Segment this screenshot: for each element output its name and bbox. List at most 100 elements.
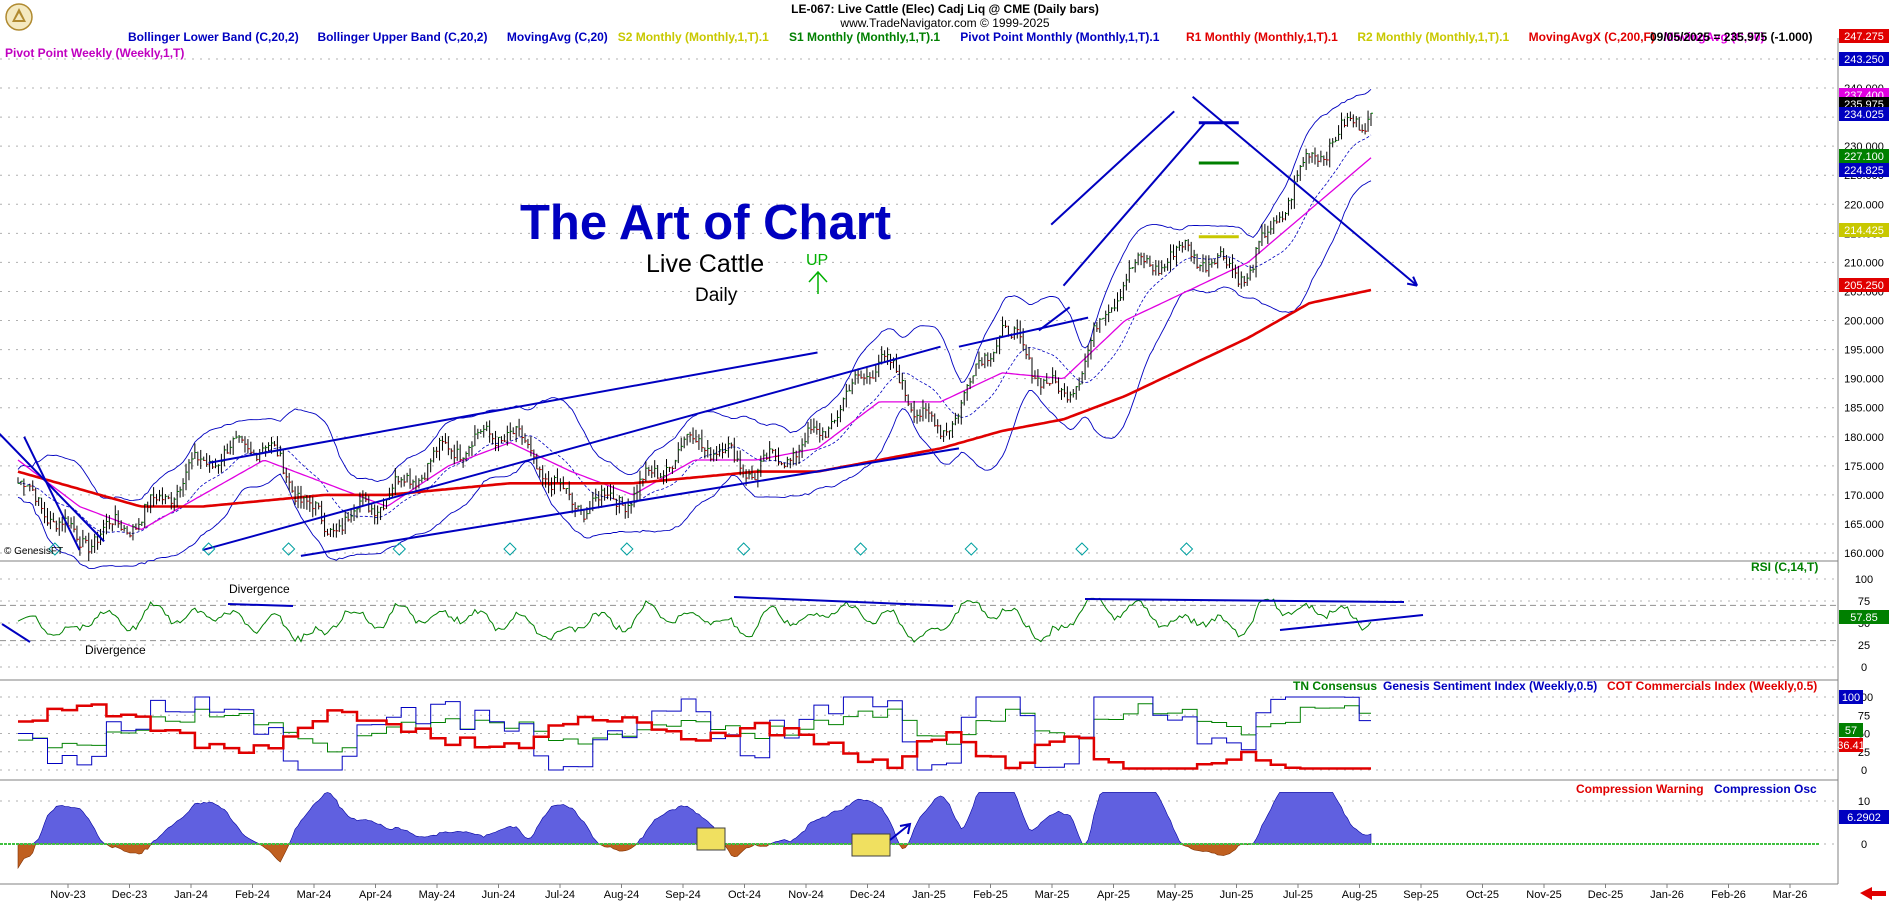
price-tick-160: 160.000 bbox=[1844, 548, 1884, 560]
rising-channel-upper bbox=[1050, 110, 1175, 226]
legend-item-0: Bollinger Lower Band (C,20,2) bbox=[128, 30, 299, 44]
event-marker-icon bbox=[281, 542, 296, 556]
compression-tag: 6.2902 bbox=[1847, 812, 1881, 824]
price-bars bbox=[17, 110, 1373, 562]
bollinger-upper-line bbox=[17, 88, 1372, 502]
x-axis-label-8: Jul-24 bbox=[545, 889, 575, 901]
cot-commercials-line bbox=[18, 703, 1371, 770]
sent-tick-0: 0 bbox=[1861, 765, 1867, 777]
channel-upper-trendline bbox=[208, 351, 818, 464]
event-marker-icon bbox=[1075, 542, 1089, 556]
x-axis-label-12: Nov-24 bbox=[788, 889, 823, 901]
up-annotation: UP bbox=[806, 252, 829, 269]
event-marker-icon bbox=[1179, 542, 1194, 556]
chart-title: LE-067: Live Cattle (Elec) Cadj Liq @ CM… bbox=[791, 2, 1099, 16]
price-tag-7: 214.425 bbox=[1844, 225, 1884, 237]
price-tick-185: 185.000 bbox=[1844, 403, 1884, 415]
x-axis-label-11: Oct-24 bbox=[728, 889, 761, 901]
price-tag-bg-1 bbox=[1839, 52, 1889, 66]
x-axis-label-27: Feb-26 bbox=[1711, 889, 1746, 901]
breakout-trendline bbox=[958, 316, 1089, 348]
price-tag-0: 247.275 bbox=[1844, 31, 1884, 43]
price-tick-195: 195.000 bbox=[1844, 345, 1884, 357]
price-tag-4: 234.025 bbox=[1844, 109, 1884, 121]
price-tick-165: 165.000 bbox=[1844, 519, 1884, 531]
price-tag-bg-4 bbox=[1839, 107, 1889, 121]
compression-tag-bg bbox=[1839, 810, 1889, 824]
x-axis-label-23: Oct-25 bbox=[1466, 889, 1499, 901]
compression-arrow-icon bbox=[889, 822, 912, 841]
x-axis-label-13: Dec-24 bbox=[850, 889, 885, 901]
moving-avg-20-line bbox=[17, 134, 1372, 534]
x-axis-label-28: Mar-26 bbox=[1773, 889, 1808, 901]
compression-legend-item-0: Compression Warning bbox=[1576, 782, 1704, 796]
price-tick-190: 190.000 bbox=[1844, 374, 1884, 386]
sentiment-tag-bg-2 bbox=[1839, 738, 1863, 752]
trade-navigator-logo-icon bbox=[4, 2, 34, 32]
rising-channel-lower bbox=[1062, 122, 1206, 287]
rsi-legend: RSI (C,14,T) bbox=[1751, 560, 1819, 574]
x-axis-label-16: Mar-25 bbox=[1035, 889, 1070, 901]
rsi-tag-bg bbox=[1839, 610, 1889, 624]
price-tag-bg-8 bbox=[1839, 278, 1889, 292]
rsi-tick-100: 100 bbox=[1855, 574, 1873, 586]
compression-warning-box-1 bbox=[696, 827, 726, 851]
scroll-left-arrow-icon bbox=[1860, 887, 1886, 900]
event-marker-icon bbox=[503, 542, 517, 556]
comp-tick-10: 10 bbox=[1858, 796, 1870, 808]
rsi-divergence-line-4 bbox=[1279, 614, 1424, 631]
price-tick-220: 220.000 bbox=[1844, 199, 1884, 211]
x-axis-label-20: Jul-25 bbox=[1283, 889, 1313, 901]
compression-osc-positive bbox=[18, 792, 1372, 845]
event-marker-icon bbox=[853, 542, 868, 556]
x-axis-label-10: Sep-24 bbox=[665, 889, 700, 901]
projection-arrow bbox=[1192, 96, 1418, 287]
rsi-divergence-line-2 bbox=[733, 596, 954, 607]
event-marker-icon bbox=[392, 542, 407, 556]
up-arrow-icon bbox=[808, 270, 828, 294]
early-downtrend-line-2 bbox=[23, 436, 81, 551]
x-axis-label-24: Nov-25 bbox=[1526, 889, 1561, 901]
x-axis-label-21: Aug-25 bbox=[1342, 889, 1377, 901]
tn-consensus-line bbox=[18, 703, 1371, 753]
rsi-divergence-line-3 bbox=[1084, 598, 1405, 603]
price-tick-175: 175.000 bbox=[1844, 461, 1884, 473]
x-axis-label-26: Jan-26 bbox=[1650, 889, 1684, 901]
instrument-subtitle: Live Cattle bbox=[646, 250, 765, 278]
event-marker-icon bbox=[48, 542, 62, 556]
price-tick-180: 180.000 bbox=[1844, 432, 1884, 444]
last-price-readout: 09/05/2025 = 235.975 (-1.000) bbox=[1650, 30, 1813, 44]
legend-item-1: Bollinger Upper Band (C,20,2) bbox=[317, 30, 488, 44]
timeframe-label: Daily bbox=[695, 285, 738, 306]
x-axis-label-17: Apr-25 bbox=[1097, 889, 1130, 901]
legend-item-7: R2 Monthly (Monthly,1,T).1 bbox=[1357, 30, 1510, 44]
x-axis-label-0: Nov-23 bbox=[50, 889, 85, 901]
price-tag-5: 227.100 bbox=[1844, 151, 1884, 163]
legend-item-8: MovingAvgX (C,200,F) bbox=[1528, 30, 1655, 44]
x-axis-label-1: Dec-23 bbox=[112, 889, 147, 901]
comp-tick-0: 0 bbox=[1861, 839, 1867, 851]
x-axis-label-15: Feb-25 bbox=[973, 889, 1008, 901]
sentiment-legend-item-1: Genesis Sentiment Index (Weekly,0.5) bbox=[1383, 679, 1598, 693]
rsi-tick-0: 0 bbox=[1861, 662, 1867, 674]
event-marker-icon bbox=[201, 542, 216, 556]
price-tag-bg-6 bbox=[1839, 163, 1889, 177]
x-axis-label-25: Dec-25 bbox=[1588, 889, 1623, 901]
divergence-label-bottom: Divergence bbox=[85, 643, 146, 657]
x-axis-label-3: Feb-24 bbox=[235, 889, 270, 901]
x-axis-label-9: Aug-24 bbox=[604, 889, 639, 901]
compression-legend-item-1: Compression Osc bbox=[1714, 782, 1817, 796]
price-tick-200: 200.000 bbox=[1844, 316, 1884, 328]
sentiment-tag-2: 36.41 bbox=[1837, 740, 1865, 752]
rsi-tag: 57.85 bbox=[1850, 612, 1878, 624]
moving-avg-50-line bbox=[17, 157, 1372, 530]
bollinger-lower-line bbox=[17, 180, 1372, 570]
sent-tick-75: 75 bbox=[1858, 710, 1870, 722]
channel-mid-trendline bbox=[202, 345, 941, 552]
divergence-label-top: Divergence bbox=[229, 582, 290, 596]
price-tick-210: 210.000 bbox=[1844, 257, 1884, 269]
price-tick-170: 170.000 bbox=[1844, 490, 1884, 502]
genesis-sentiment-line bbox=[18, 696, 1371, 771]
x-axis-label-19: Jun-25 bbox=[1220, 889, 1254, 901]
